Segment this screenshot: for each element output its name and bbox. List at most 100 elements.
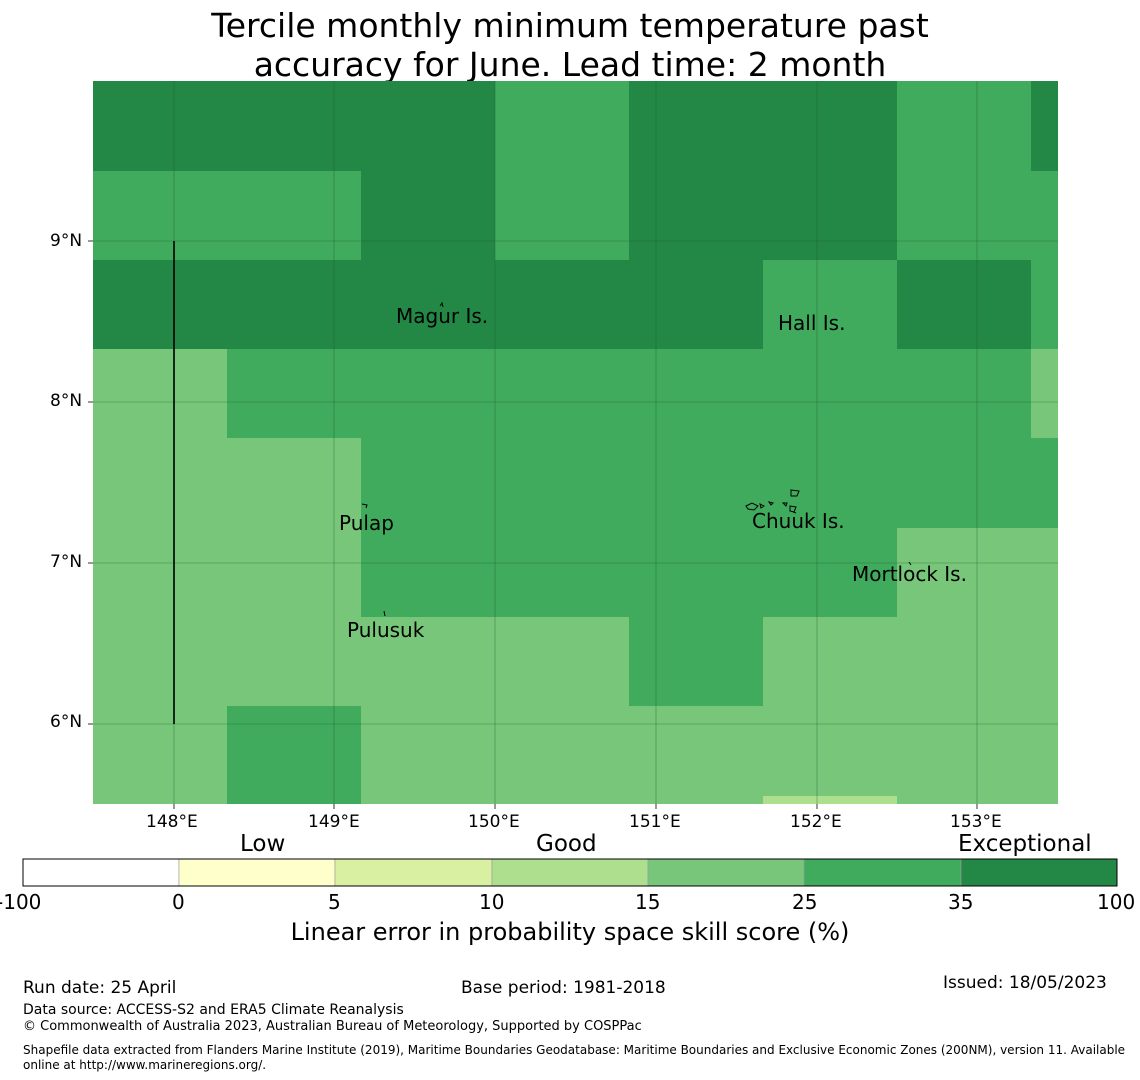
colorbar-segment	[22, 858, 180, 887]
place-label-pulap: Pulap	[339, 511, 394, 535]
grid-cell	[763, 81, 897, 171]
grid-cell	[495, 438, 629, 528]
colorbar-category-low: Low	[240, 831, 286, 857]
place-label-hall: Hall Is.	[778, 311, 846, 335]
grid-cell	[361, 706, 495, 795]
lat-label-7n: 7°N	[50, 552, 83, 572]
grid-cell	[495, 795, 629, 804]
grid-cell	[495, 349, 629, 438]
grid-cell	[93, 171, 227, 260]
grid-cell	[1031, 617, 1058, 706]
magur-island-shape	[439, 301, 444, 308]
grid-cell	[897, 706, 1031, 795]
grid-cell	[227, 260, 361, 349]
issued-date: Issued: 18/05/2023	[943, 973, 1107, 993]
grid-cell	[361, 260, 495, 349]
grid-cell	[1031, 171, 1058, 260]
shapefile-credit-line-1: Shapefile data extracted from Flanders M…	[23, 1043, 1126, 1057]
grid-cell	[763, 617, 897, 706]
colorbar-tick-0: 0	[172, 890, 185, 914]
grid-cell	[495, 81, 629, 171]
colorbar-segment	[334, 858, 493, 887]
grid-cell	[495, 528, 629, 617]
grid-cell	[763, 438, 897, 528]
grid-cell	[361, 438, 495, 528]
grid-cell	[495, 171, 629, 260]
grid-cell	[629, 528, 763, 617]
colorbar	[22, 858, 1118, 887]
colorbar-tick-minus100: -100	[0, 890, 42, 914]
grid-cell	[897, 795, 1031, 804]
grid-cell	[361, 795, 495, 804]
lat-label-6n: 6°N	[50, 712, 83, 732]
grid-cell	[1031, 438, 1058, 528]
grid-cell	[93, 706, 227, 795]
grid-cell	[227, 706, 361, 795]
lat-label-9n: 9°N	[50, 231, 83, 251]
grid-cell	[763, 260, 897, 349]
grid-cell	[227, 617, 361, 706]
colorbar-segment	[960, 858, 1118, 887]
grid-cell	[897, 81, 1031, 171]
grid-cell	[1031, 795, 1058, 804]
grid-cell	[361, 349, 495, 438]
lon-label-152e: 152°E	[790, 812, 842, 832]
copyright: © Commonwealth of Australia 2023, Austra…	[23, 1019, 642, 1034]
grid-cell	[897, 528, 1031, 617]
grid-cell	[93, 81, 227, 171]
colorbar-tick-10: 10	[479, 890, 505, 914]
grid-cell	[629, 438, 763, 528]
place-label-chuuk: Chuuk Is.	[752, 509, 845, 533]
title-line-1: Tercile monthly minimum temperature past	[211, 6, 929, 45]
lon-label-148e: 148°E	[146, 812, 198, 832]
lon-label-149e: 149°E	[308, 812, 360, 832]
skill-grid	[93, 81, 1058, 804]
colorbar-segment	[647, 858, 805, 887]
grid-cell	[763, 528, 897, 617]
grid-cell	[227, 795, 361, 804]
colorbar-title: Linear error in probability space skill …	[290, 918, 850, 946]
colorbar-segment	[803, 858, 962, 887]
grid-cell	[227, 349, 361, 438]
lon-label-150e: 150°E	[468, 812, 520, 832]
grid-cell	[1031, 81, 1058, 171]
grid-cell	[1031, 528, 1058, 617]
grid-cell	[495, 706, 629, 795]
chart-title: Tercile monthly minimum temperature past…	[0, 6, 1140, 84]
colorbar-category-exceptional: Exceptional	[958, 831, 1092, 857]
grid-cell	[93, 260, 227, 349]
colorbar-tick-35: 35	[948, 890, 974, 914]
colorbar-segment	[178, 858, 336, 887]
lon-label-153e: 153°E	[950, 812, 1002, 832]
colorbar-segment	[491, 858, 649, 887]
place-label-pulusuk: Pulusuk	[347, 618, 425, 642]
grid-cell	[629, 795, 763, 804]
grid-cell	[897, 260, 1031, 349]
lon-label-151e: 151°E	[629, 812, 681, 832]
pulap-island-shape	[361, 503, 368, 509]
grid-cell	[495, 617, 629, 706]
grid-cell	[1031, 349, 1058, 438]
lat-label-8n: 8°N	[50, 391, 83, 411]
grid-cell	[629, 706, 763, 795]
grid-cell	[629, 81, 763, 171]
grid-cell	[361, 171, 495, 260]
grid-cell	[763, 796, 897, 804]
grid-cell	[629, 617, 763, 706]
grid-cell	[629, 260, 763, 349]
graticule	[88, 81, 1058, 809]
grid-cell	[227, 171, 361, 260]
grid-cell	[1031, 706, 1058, 795]
place-label-mortlock: Mortlock Is.	[852, 562, 967, 586]
colorbar-frame	[22, 858, 1118, 887]
grid-cell	[361, 528, 495, 617]
colorbar-tick-5: 5	[328, 890, 341, 914]
grid-cell	[227, 528, 361, 617]
grid-cell	[227, 438, 361, 528]
colorbar-tick-15: 15	[635, 890, 661, 914]
colorbar-tick-100: 100	[1097, 890, 1136, 914]
pulusuk-island-shape	[383, 610, 386, 617]
grid-cell	[897, 171, 1031, 260]
island-outlines	[361, 301, 912, 617]
